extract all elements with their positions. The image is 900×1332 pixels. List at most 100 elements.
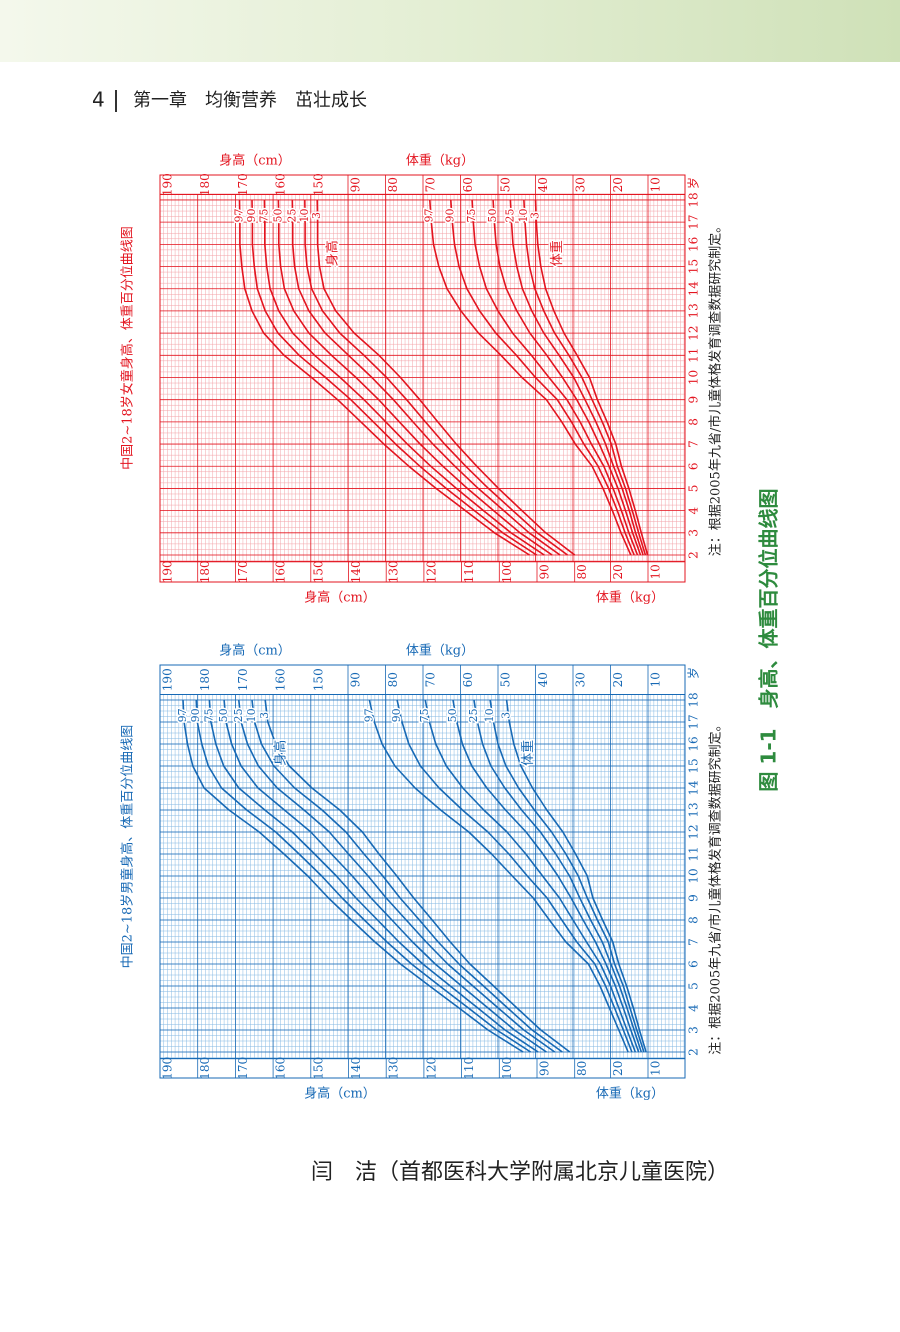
percentile-curve bbox=[291, 199, 561, 556]
chart-note: 注：根据2005年九省/市儿童体格发育调查数据研究制定。 bbox=[708, 220, 724, 556]
percentile-label: 3 bbox=[500, 712, 513, 719]
percentile-curve bbox=[277, 199, 553, 556]
bottom-height-tick-label: 170 bbox=[236, 1057, 250, 1080]
age-tick-label: 4 bbox=[687, 506, 701, 514]
bottom-height-tick-label: 150 bbox=[311, 1057, 325, 1080]
top-height-tick-label: 170 bbox=[236, 668, 250, 691]
percentile-curve bbox=[396, 699, 633, 1053]
top-weight-tick-label: 90 bbox=[349, 672, 363, 687]
percentile-label: 75 bbox=[202, 708, 215, 722]
bottom-height-tick-label: 130 bbox=[387, 1057, 401, 1080]
percentile-label: 25 bbox=[467, 708, 480, 722]
percentile-label: 3 bbox=[310, 212, 323, 219]
header-divider bbox=[115, 90, 117, 112]
percentile-label: 10 bbox=[298, 208, 311, 222]
top-weight-tick-label: 70 bbox=[424, 177, 438, 192]
bottom-height-tick-label: 90 bbox=[538, 1061, 552, 1076]
age-tick-label: 8 bbox=[687, 916, 701, 924]
age-tick-label: 4 bbox=[687, 1004, 701, 1012]
age-tick-label: 14 bbox=[687, 780, 701, 796]
top-weight-tick-label: 10 bbox=[649, 177, 663, 192]
bottom-weight-tick-label: 10 bbox=[649, 564, 663, 579]
percentile-label: 25 bbox=[232, 708, 245, 722]
top-axis-frame bbox=[159, 664, 686, 695]
age-tick-label: 17 bbox=[687, 215, 701, 230]
top-weight-tick-label: 60 bbox=[461, 177, 475, 192]
percentile-curve bbox=[208, 699, 539, 1053]
bottom-height-tick-label: 80 bbox=[575, 1061, 589, 1076]
bottom-height-tick-label: 120 bbox=[424, 560, 438, 583]
age-tick-label: 14 bbox=[687, 281, 701, 297]
percentile-curve bbox=[251, 699, 563, 1053]
growth-chart: 190 180 170 160 150 190 180 170 160 150 140 130 120 1… bbox=[120, 643, 724, 1102]
age-tick-label: 16 bbox=[687, 736, 701, 751]
age-tick-label: 3 bbox=[687, 529, 701, 537]
weight-axis-label: 体重（kg） bbox=[596, 590, 664, 606]
bottom-height-tick-label: 120 bbox=[424, 1057, 438, 1080]
bottom-weight-tick-label: 20 bbox=[611, 564, 625, 579]
percentile-label: 90 bbox=[189, 708, 202, 722]
age-tick-label: 2 bbox=[687, 551, 701, 559]
percentile-label: 75 bbox=[418, 708, 431, 722]
percentile-label: 90 bbox=[245, 208, 258, 222]
bottom-height-tick-label: 110 bbox=[462, 1057, 476, 1080]
bottom-height-tick-label: 80 bbox=[575, 564, 589, 579]
age-tick-label: 8 bbox=[687, 418, 701, 426]
percentile-label: 75 bbox=[257, 208, 270, 222]
height-axis-label: 身高（cm） bbox=[219, 153, 291, 169]
percentile-curve bbox=[223, 699, 547, 1053]
top-weight-tick-label: 30 bbox=[574, 672, 588, 687]
bottom-height-tick-label: 170 bbox=[236, 560, 250, 583]
top-weight-tick-label: 60 bbox=[461, 672, 475, 687]
top-weight-tick-label: 20 bbox=[611, 672, 625, 687]
age-tick-label: 9 bbox=[687, 894, 701, 902]
percentile-curve bbox=[263, 199, 545, 556]
chapter-title: 第一章 均衡营养 茁壮成长 bbox=[133, 90, 367, 111]
top-weight-tick-label: 80 bbox=[386, 672, 400, 687]
percentile-label: 25 bbox=[503, 208, 516, 222]
age-tick-label: 7 bbox=[687, 938, 701, 946]
bottom-height-tick-label: 90 bbox=[538, 564, 552, 579]
percentile-curve bbox=[304, 199, 568, 556]
bottom-height-tick-label: 110 bbox=[462, 560, 476, 583]
percentile-curve bbox=[471, 199, 639, 556]
percentile-label: 3 bbox=[529, 212, 542, 219]
bottom-height-tick-label: 140 bbox=[349, 560, 363, 583]
percentile-label: 50 bbox=[271, 208, 284, 222]
percentile-curve bbox=[534, 199, 649, 556]
age-tick-label: 2 bbox=[687, 1048, 701, 1056]
plot-frame bbox=[159, 694, 686, 1060]
bottom-height-tick-label: 190 bbox=[161, 1057, 175, 1080]
top-axis-frame bbox=[159, 174, 686, 195]
percentile-label: 10 bbox=[483, 708, 496, 722]
bottom-weight-tick-label: 10 bbox=[649, 1061, 663, 1076]
bottom-height-tick-label: 190 bbox=[161, 560, 175, 583]
top-height-tick-label: 150 bbox=[311, 668, 325, 691]
age-tick-label: 15 bbox=[687, 758, 701, 773]
age-tick-label: 3 bbox=[687, 1026, 701, 1034]
top-weight-tick-label: 40 bbox=[536, 177, 550, 192]
chart-title: 中国2~18岁女童身高、体重百分位曲线图 bbox=[120, 226, 136, 470]
plot-frame bbox=[159, 193, 686, 563]
age-unit: 岁 bbox=[686, 667, 701, 679]
age-tick-label: 18 bbox=[687, 192, 701, 207]
top-weight-tick-label: 10 bbox=[649, 672, 663, 687]
percentile-curve bbox=[195, 699, 532, 1053]
percentile-curve bbox=[238, 199, 530, 556]
header-band bbox=[0, 0, 900, 62]
age-tick-label: 16 bbox=[687, 237, 701, 252]
weight-axis-label: 体重（kg） bbox=[406, 643, 474, 659]
percentile-label: 97 bbox=[423, 208, 436, 222]
top-height-tick-label: 150 bbox=[311, 173, 325, 196]
top-height-tick-label: 160 bbox=[274, 173, 288, 196]
percentile-curve bbox=[429, 199, 632, 556]
percentile-curve bbox=[505, 699, 647, 1053]
percentile-label: 75 bbox=[465, 208, 478, 222]
height-axis-label: 身高（cm） bbox=[304, 590, 376, 606]
percentile-curve bbox=[264, 699, 571, 1053]
percentile-curve bbox=[473, 699, 643, 1053]
age-tick-label: 11 bbox=[687, 846, 701, 861]
bottom-height-tick-label: 160 bbox=[274, 560, 288, 583]
